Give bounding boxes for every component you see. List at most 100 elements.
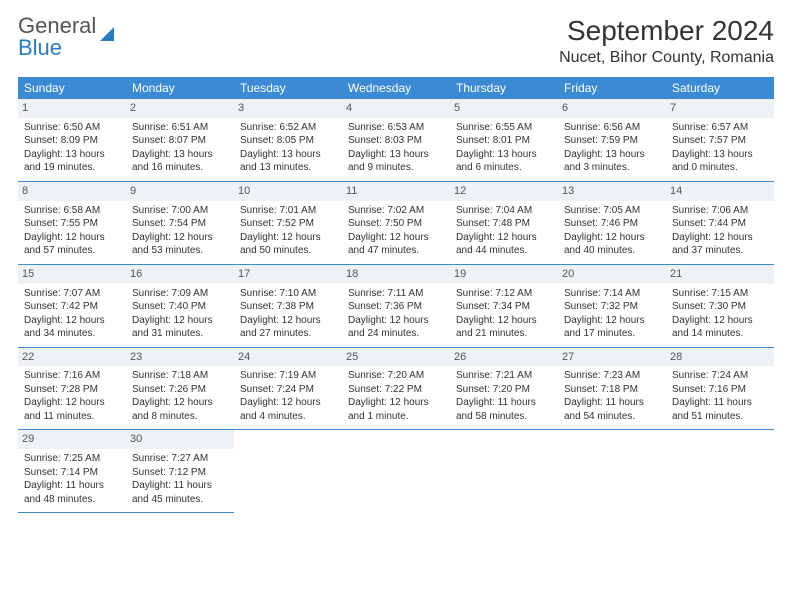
day-number: 27 (558, 348, 666, 367)
day-d2: and 0 minutes. (672, 161, 768, 175)
week-row: 1Sunrise: 6:50 AMSunset: 8:09 PMDaylight… (18, 99, 774, 181)
day-d2: and 48 minutes. (24, 493, 120, 507)
day-number: 14 (666, 182, 774, 201)
day-ss: Sunset: 7:12 PM (132, 466, 228, 480)
day-ss: Sunset: 7:38 PM (240, 300, 336, 314)
day-sr: Sunrise: 7:04 AM (456, 204, 552, 218)
day-d2: and 50 minutes. (240, 244, 336, 258)
day-d1: Daylight: 13 hours (456, 148, 552, 162)
day-cell: 11Sunrise: 7:02 AMSunset: 7:50 PMDayligh… (342, 181, 450, 264)
day-d2: and 3 minutes. (564, 161, 660, 175)
day-d1: Daylight: 12 hours (24, 396, 120, 410)
day-sr: Sunrise: 7:16 AM (24, 369, 120, 383)
day-ss: Sunset: 8:03 PM (348, 134, 444, 148)
day-d1: Daylight: 11 hours (24, 479, 120, 493)
week-row: 15Sunrise: 7:07 AMSunset: 7:42 PMDayligh… (18, 264, 774, 347)
day-sr: Sunrise: 7:00 AM (132, 204, 228, 218)
day-cell: 4Sunrise: 6:53 AMSunset: 8:03 PMDaylight… (342, 99, 450, 181)
day-sr: Sunrise: 7:24 AM (672, 369, 768, 383)
day-cell: 2Sunrise: 6:51 AMSunset: 8:07 PMDaylight… (126, 99, 234, 181)
day-d2: and 9 minutes. (348, 161, 444, 175)
logo-bottom: Blue (18, 37, 96, 59)
day-number: 24 (234, 348, 342, 367)
day-d1: Daylight: 12 hours (132, 396, 228, 410)
day-cell (666, 430, 774, 513)
day-d1: Daylight: 12 hours (240, 314, 336, 328)
day-d1: Daylight: 13 hours (564, 148, 660, 162)
logo: General Blue (18, 15, 114, 59)
day-number: 10 (234, 182, 342, 201)
day-ss: Sunset: 7:50 PM (348, 217, 444, 231)
day-cell: 13Sunrise: 7:05 AMSunset: 7:46 PMDayligh… (558, 181, 666, 264)
day-ss: Sunset: 7:44 PM (672, 217, 768, 231)
day-d2: and 13 minutes. (240, 161, 336, 175)
day-header-monday: Monday (126, 77, 234, 99)
day-header-wednesday: Wednesday (342, 77, 450, 99)
day-cell: 10Sunrise: 7:01 AMSunset: 7:52 PMDayligh… (234, 181, 342, 264)
day-d2: and 37 minutes. (672, 244, 768, 258)
day-d1: Daylight: 12 hours (240, 396, 336, 410)
day-d2: and 58 minutes. (456, 410, 552, 424)
day-d1: Daylight: 12 hours (456, 314, 552, 328)
day-d1: Daylight: 12 hours (348, 231, 444, 245)
day-number: 28 (666, 348, 774, 367)
day-d1: Daylight: 11 hours (456, 396, 552, 410)
day-sr: Sunrise: 6:53 AM (348, 121, 444, 135)
title-block: September 2024 Nucet, Bihor County, Roma… (559, 15, 774, 67)
day-sr: Sunrise: 6:57 AM (672, 121, 768, 135)
day-ss: Sunset: 7:22 PM (348, 383, 444, 397)
day-ss: Sunset: 7:14 PM (24, 466, 120, 480)
day-cell: 17Sunrise: 7:10 AMSunset: 7:38 PMDayligh… (234, 264, 342, 347)
day-cell: 3Sunrise: 6:52 AMSunset: 8:05 PMDaylight… (234, 99, 342, 181)
day-number: 9 (126, 182, 234, 201)
day-d2: and 14 minutes. (672, 327, 768, 341)
day-number: 23 (126, 348, 234, 367)
day-ss: Sunset: 8:05 PM (240, 134, 336, 148)
day-number: 30 (126, 430, 234, 449)
day-sr: Sunrise: 7:07 AM (24, 287, 120, 301)
day-d2: and 53 minutes. (132, 244, 228, 258)
day-d1: Daylight: 12 hours (564, 231, 660, 245)
day-d1: Daylight: 12 hours (24, 231, 120, 245)
day-number: 18 (342, 265, 450, 284)
day-header-saturday: Saturday (666, 77, 774, 99)
day-number: 22 (18, 348, 126, 367)
day-ss: Sunset: 7:55 PM (24, 217, 120, 231)
week-row: 22Sunrise: 7:16 AMSunset: 7:28 PMDayligh… (18, 347, 774, 430)
day-d2: and 8 minutes. (132, 410, 228, 424)
day-d2: and 47 minutes. (348, 244, 444, 258)
day-sr: Sunrise: 7:01 AM (240, 204, 336, 218)
day-cell: 9Sunrise: 7:00 AMSunset: 7:54 PMDaylight… (126, 181, 234, 264)
day-ss: Sunset: 7:48 PM (456, 217, 552, 231)
day-cell: 20Sunrise: 7:14 AMSunset: 7:32 PMDayligh… (558, 264, 666, 347)
day-cell: 21Sunrise: 7:15 AMSunset: 7:30 PMDayligh… (666, 264, 774, 347)
logo-text: General Blue (18, 15, 96, 59)
day-d2: and 21 minutes. (456, 327, 552, 341)
day-d1: Daylight: 12 hours (672, 314, 768, 328)
day-cell (450, 430, 558, 513)
day-d1: Daylight: 13 hours (132, 148, 228, 162)
day-ss: Sunset: 7:18 PM (564, 383, 660, 397)
day-ss: Sunset: 7:52 PM (240, 217, 336, 231)
day-number: 12 (450, 182, 558, 201)
day-d2: and 31 minutes. (132, 327, 228, 341)
day-number: 8 (18, 182, 126, 201)
day-sr: Sunrise: 7:10 AM (240, 287, 336, 301)
day-header-sunday: Sunday (18, 77, 126, 99)
day-d1: Daylight: 12 hours (456, 231, 552, 245)
day-sr: Sunrise: 7:05 AM (564, 204, 660, 218)
logo-triangle-icon (100, 27, 114, 41)
day-cell: 23Sunrise: 7:18 AMSunset: 7:26 PMDayligh… (126, 347, 234, 430)
day-cell: 30Sunrise: 7:27 AMSunset: 7:12 PMDayligh… (126, 430, 234, 513)
day-ss: Sunset: 7:57 PM (672, 134, 768, 148)
day-d2: and 44 minutes. (456, 244, 552, 258)
month-title: September 2024 (559, 15, 774, 47)
day-ss: Sunset: 7:20 PM (456, 383, 552, 397)
day-sr: Sunrise: 7:09 AM (132, 287, 228, 301)
day-ss: Sunset: 7:54 PM (132, 217, 228, 231)
week-row: 29Sunrise: 7:25 AMSunset: 7:14 PMDayligh… (18, 430, 774, 513)
day-d2: and 40 minutes. (564, 244, 660, 258)
day-sr: Sunrise: 7:25 AM (24, 452, 120, 466)
day-d2: and 34 minutes. (24, 327, 120, 341)
day-header-friday: Friday (558, 77, 666, 99)
